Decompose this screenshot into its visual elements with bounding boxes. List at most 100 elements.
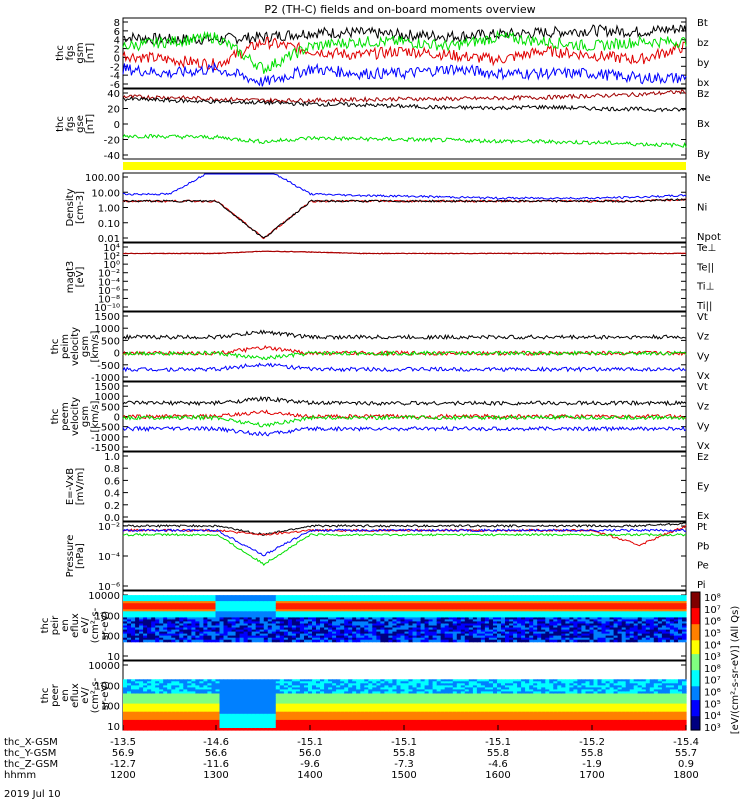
spec-cell xyxy=(171,621,176,624)
spec-cell xyxy=(247,597,253,600)
spec-cell xyxy=(275,597,281,600)
spec-cell xyxy=(243,697,249,701)
legend-entry: Te|| xyxy=(696,262,714,273)
spec-cell xyxy=(291,687,297,690)
spec-cell xyxy=(665,633,671,637)
spec-cell xyxy=(199,681,204,684)
spec-cell xyxy=(131,711,136,715)
spec-cell xyxy=(263,723,269,727)
spec-cell xyxy=(408,609,414,612)
spec-cell xyxy=(549,609,554,612)
spec-cell xyxy=(340,697,345,701)
spec-cell xyxy=(207,695,212,699)
spec-cell xyxy=(231,715,237,719)
spec-cell xyxy=(291,705,297,709)
spec-cell xyxy=(565,635,570,639)
spec-cell xyxy=(657,631,663,635)
spec-cell xyxy=(139,599,144,602)
spec-cell xyxy=(215,685,221,688)
spec-cell xyxy=(332,687,337,690)
spec-cell xyxy=(171,693,176,697)
spec-cell xyxy=(308,633,313,637)
spec-cell xyxy=(211,713,217,717)
spec-cell xyxy=(653,635,659,639)
legend-entry: Vy xyxy=(697,421,710,432)
spec-cell xyxy=(549,635,554,639)
spec-cell xyxy=(247,631,253,635)
spec-cell xyxy=(203,697,208,701)
spec-cell xyxy=(295,725,301,729)
spec-cell xyxy=(396,609,402,612)
spec-cell xyxy=(211,697,217,701)
y-axis-label: [nT] xyxy=(85,114,96,134)
spec-cell xyxy=(661,639,667,643)
spec-cell xyxy=(501,603,506,606)
spec-cell xyxy=(143,617,148,620)
spec-cell xyxy=(581,637,586,641)
spec-cell xyxy=(155,707,160,711)
spec-cell xyxy=(179,619,184,622)
spec-cell xyxy=(207,725,212,729)
spec-cell xyxy=(167,728,172,731)
spec-cell xyxy=(408,625,414,629)
spec-cell xyxy=(291,639,297,643)
spec-cell xyxy=(577,595,582,598)
spec-cell xyxy=(279,601,285,604)
spec-cell xyxy=(308,701,313,705)
spec-cell xyxy=(139,615,144,618)
spec-cell xyxy=(400,617,406,620)
spec-cell xyxy=(593,601,599,604)
spec-cell xyxy=(682,635,687,639)
spec-cell xyxy=(480,613,486,616)
spec-cell xyxy=(295,691,301,694)
spec-cell xyxy=(223,697,229,701)
spec-cell xyxy=(143,621,148,624)
spec-cell xyxy=(488,603,494,606)
spec-cell xyxy=(191,603,196,606)
spec-cell xyxy=(521,609,526,612)
spec-cell xyxy=(287,635,293,639)
spec-cell xyxy=(159,629,164,633)
spec-cell xyxy=(195,695,200,699)
spec-cell xyxy=(336,701,341,705)
spec-cell xyxy=(561,635,566,639)
spec-cell xyxy=(231,603,237,606)
spec-cell xyxy=(424,597,430,600)
spec-cell xyxy=(396,599,402,602)
spec-cell xyxy=(645,621,651,624)
spec-cell xyxy=(243,725,249,729)
spec-cell xyxy=(135,597,140,600)
spec-cell xyxy=(336,607,341,610)
spec-cell xyxy=(207,635,212,639)
spec-cell xyxy=(460,607,466,610)
spec-cell xyxy=(352,705,357,709)
spec-cell xyxy=(223,631,229,635)
spec-cell xyxy=(251,699,257,703)
spec-cell xyxy=(525,623,530,627)
spec-cell xyxy=(328,711,333,715)
spec-cell xyxy=(227,597,233,600)
spec-cell xyxy=(295,617,301,620)
spec-cell xyxy=(175,728,180,731)
spec-cell xyxy=(227,715,233,719)
spec-cell xyxy=(147,607,152,610)
spec-cell xyxy=(665,629,671,633)
spec-cell xyxy=(291,719,297,723)
spec-cell xyxy=(167,627,172,631)
spec-cell xyxy=(191,713,196,717)
spec-cell xyxy=(678,599,683,602)
y-tick-label: -2 xyxy=(110,62,120,73)
spec-cell xyxy=(219,631,225,635)
spec-cell xyxy=(211,699,217,703)
spec-cell xyxy=(533,609,538,612)
spec-cell xyxy=(364,639,369,643)
spec-cell xyxy=(637,613,643,616)
spec-cell xyxy=(123,629,128,633)
spec-cell xyxy=(251,625,257,629)
spec-cell xyxy=(589,619,595,622)
spec-cell xyxy=(533,595,538,598)
spec-cell xyxy=(223,607,229,610)
y-tick-label: 10⁻⁴ xyxy=(98,552,120,563)
spec-cell xyxy=(501,635,506,639)
spec-cell xyxy=(444,615,450,618)
